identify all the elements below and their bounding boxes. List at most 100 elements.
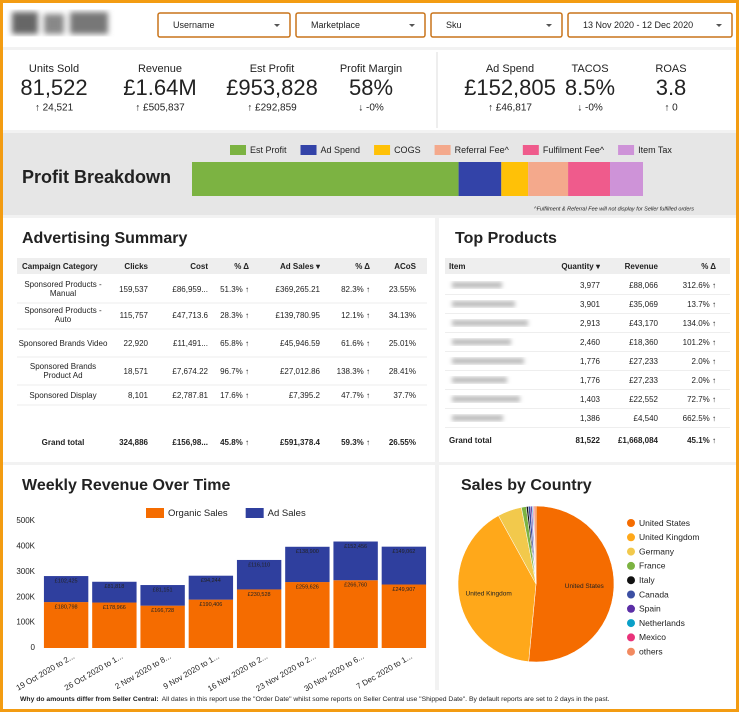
dropdown-box[interactable] [430,12,563,38]
table-total: 26.55% [388,437,416,447]
table-cell-box: 37.7% [393,391,416,400]
table-cell-box: 96.7% ↑ [220,366,249,376]
kpi-value: £953,828 [226,75,318,100]
blurred-item-name [452,415,503,421]
table-header-bg [445,258,730,274]
footer-text: All dates in this report use the "Order … [162,696,610,703]
kpi-change: ↓ -0% [577,103,603,114]
y-tick-label: 400K [16,542,35,551]
table-cell-box: £7,395.2 [289,391,320,400]
table-cell: 28.41% [388,366,416,376]
table-cell-box: 23.55% [388,284,416,294]
table-cell-box: 138.3% ↑ [336,366,370,376]
bar [188,575,234,600]
filter-dropdown[interactable]: 13 Nov 2020 - 12 Dec 2020 [567,12,733,38]
table-cell: £27,233 [629,375,658,385]
table-cell: 1,403 [579,394,600,404]
bar-value-label: £138,900 [296,549,319,555]
kpi-change: ↑ 0 [664,103,678,114]
bar-value-label: £152,456 [344,544,367,550]
bar-value-label: £94,244 [201,578,221,584]
dropdown-arrow[interactable] [716,24,722,27]
table-total-box: 59.3% ↑ [341,437,370,447]
table-cell-box: 159,537 [119,285,148,294]
filter-dropdown[interactable]: Marketplace [295,12,426,38]
table-cell: £11,491... [173,338,208,348]
legend-dot [627,547,635,556]
table-cell: 23.55% [388,284,416,294]
table-cell-box: £86,959... [172,285,208,294]
table-cell-box: 51.3% ↑ [220,285,249,294]
table-cell: 65.8% ↑ [220,338,249,348]
legend-dot [627,519,635,527]
table-cell-box: 2,913 [580,319,600,328]
dropdown-arrow[interactable] [546,24,552,27]
table-cell-box: Sponsored Display [29,391,96,400]
legend-label: Referral Fee^ [455,145,510,155]
blurred-item-name [452,358,524,364]
table-cell: £45,946.59 [279,338,320,348]
filter-dropdown[interactable]: Sku [430,12,563,38]
table-cell: 96.7% ↑ [220,366,249,376]
legend-swatch [434,145,451,155]
table-cell-box: Sponsored Brands Product Ad [30,362,96,380]
table-header: % Δ [701,261,716,271]
footer-panel [3,690,736,709]
legend-label: Fulfilment Fee^ [543,145,605,155]
table-cell-box: 17.6% ↑ [220,391,249,400]
table-cell-box: £18,360 [629,338,658,347]
dropdown-box[interactable] [295,12,426,38]
table-cell-box: 22,920 [124,339,148,348]
table-cell-box: 1,386 [580,414,600,423]
table-cell-box: 2.0% ↑ [692,376,716,385]
table-cell-box: £27,012.86 [279,366,320,376]
chart-note: ^Fulfilment & Referral Fee will not disp… [534,206,694,212]
y-tick-label: 100K [16,618,35,627]
table-total: 45.1% ↑ [687,435,716,445]
bar-value-label: £180,798 [55,605,78,611]
legend-dot [627,619,635,628]
table-header-box: % Δ [234,262,249,271]
legend-dot [627,633,635,642]
table-cell-box: £369,265.21 [276,285,321,294]
table-header: Ad Sales ▾ [279,261,320,271]
bar-value-label: £190,406 [199,602,222,608]
table-cell-box: £27,233 [629,375,658,385]
table-cell: £27,012.86 [279,366,320,376]
table-total-box: 45.1% ↑ [687,435,716,445]
table-cell: 138.3% ↑ [336,366,370,376]
table-total: 59.3% ↑ [341,437,370,447]
table-header: Cost [190,261,208,271]
bar [140,585,185,606]
table-total-box: 26.55% [388,437,416,447]
table-cell: 2,460 [579,337,600,347]
dropdown-arrow[interactable] [409,24,415,27]
bar-value-label: £81,151 [153,587,173,593]
table-cell-box: £22,552 [629,394,658,404]
table-cell: £88,066 [629,280,658,290]
bar-value-label: £116,110 [248,562,270,568]
table-cell: £22,552 [629,394,658,404]
blurred-item-name [452,377,507,383]
table-header-box: Revenue [625,262,658,271]
filter-dropdown[interactable]: Username [157,12,291,38]
table-total-box: Grand total [449,436,492,445]
table-header: Quantity ▾ [561,261,600,271]
table-cell-box: 34.13% [389,311,416,320]
table-header-box: Campaign Category [22,262,98,271]
dropdown-box[interactable] [157,12,291,38]
dropdown-box[interactable] [567,12,733,38]
table-cell-box: £88,066 [629,280,658,290]
kpi-label: Ad Spend [486,63,534,75]
kpi-label: ROAS [655,63,686,75]
table-cell: 8,101 [127,390,148,400]
table-cell: £35,069 [629,299,658,309]
profit-segment [568,162,611,196]
bar [92,581,137,603]
section-title: Advertising Summary [22,230,187,247]
dropdown-arrow[interactable] [274,24,280,27]
profit-segment [610,162,643,196]
bar [333,541,378,581]
legend-label: others [639,646,663,656]
